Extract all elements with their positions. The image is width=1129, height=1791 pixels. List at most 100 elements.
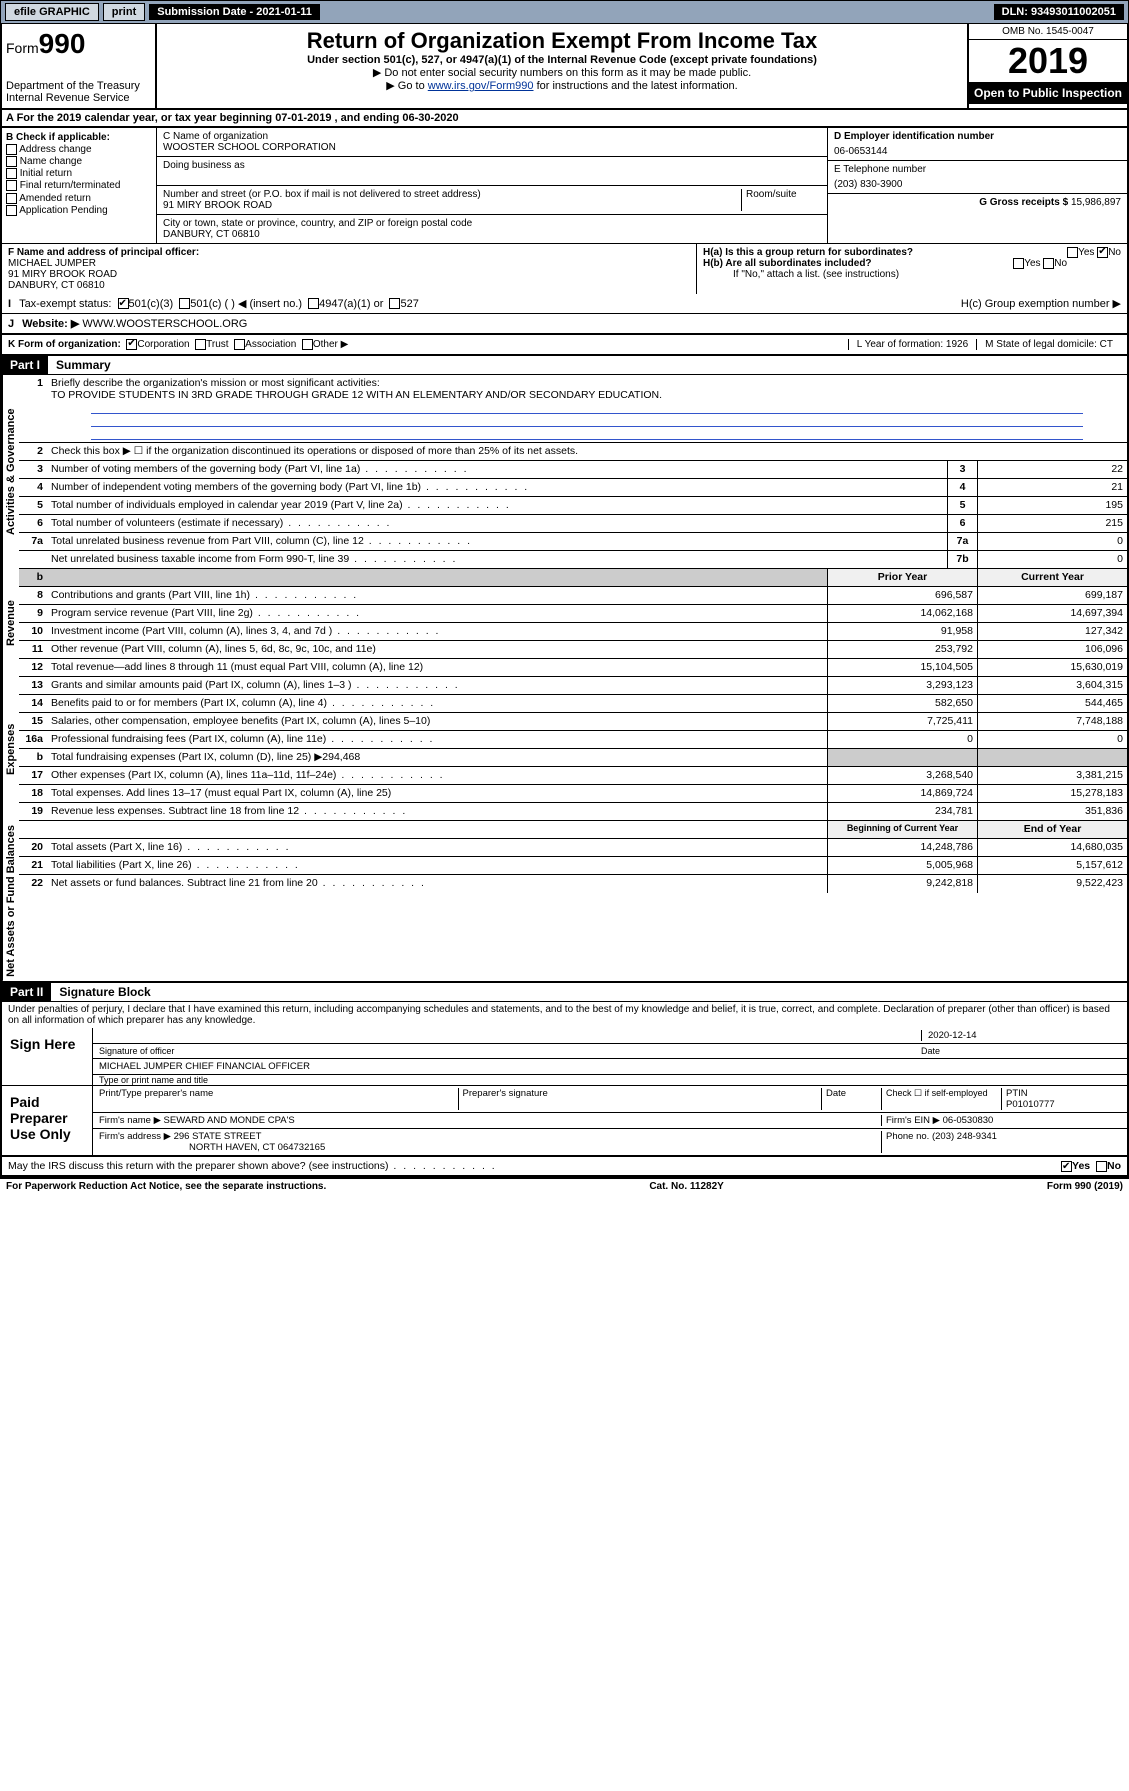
line19-desc: Revenue less expenses. Subtract line 18 … bbox=[47, 803, 827, 820]
tel-value: (203) 830-3900 bbox=[834, 179, 1121, 190]
line11-cy: 106,096 bbox=[977, 641, 1127, 658]
line5-desc: Total number of individuals employed in … bbox=[47, 497, 947, 514]
type-name-label: Type or print name and title bbox=[93, 1074, 1127, 1085]
line18-py: 14,869,724 bbox=[827, 785, 977, 802]
chk-application-pending[interactable] bbox=[6, 205, 17, 216]
gross-value: 15,986,897 bbox=[1071, 197, 1121, 208]
line10-py: 91,958 bbox=[827, 623, 977, 640]
col-c-org-info: C Name of organizationWOOSTER SCHOOL COR… bbox=[157, 128, 827, 243]
chk-final-return[interactable] bbox=[6, 180, 17, 191]
firm-addr-label: Firm's address ▶ bbox=[99, 1131, 171, 1142]
chk-initial-return[interactable] bbox=[6, 168, 17, 179]
gross-label: G Gross receipts $ bbox=[979, 197, 1068, 208]
line4-val: 21 bbox=[977, 479, 1127, 496]
line16b-py bbox=[827, 749, 977, 766]
line3-desc: Number of voting members of the governin… bbox=[47, 461, 947, 478]
q1-label: Briefly describe the organization's miss… bbox=[51, 377, 380, 389]
chk-trust[interactable] bbox=[195, 339, 206, 350]
chk-other[interactable] bbox=[302, 339, 313, 350]
line13-py: 3,293,123 bbox=[827, 677, 977, 694]
section-governance: Activities & Governance bbox=[2, 375, 19, 569]
hb-note: If "No," attach a list. (see instruction… bbox=[703, 269, 1121, 280]
chk-hb-yes[interactable] bbox=[1013, 258, 1024, 269]
chk-527[interactable] bbox=[389, 298, 400, 309]
line17-cy: 3,381,215 bbox=[977, 767, 1127, 784]
q1-value: TO PROVIDE STUDENTS IN 3RD GRADE THROUGH… bbox=[51, 389, 662, 401]
expenses-table: Expenses 13Grants and similar amounts pa… bbox=[0, 677, 1129, 821]
line20-cy: 14,680,035 bbox=[977, 839, 1127, 856]
row-k-form-org: K Form of organization: Corporation Trus… bbox=[0, 335, 1129, 356]
tel-label: E Telephone number bbox=[834, 164, 1121, 175]
date-label: Date bbox=[921, 1046, 1121, 1056]
chk-501c[interactable] bbox=[179, 298, 190, 309]
print-button[interactable]: print bbox=[103, 3, 145, 21]
line7a-val: 0 bbox=[977, 533, 1127, 550]
line15-py: 7,725,411 bbox=[827, 713, 977, 730]
chk-amended-return[interactable] bbox=[6, 193, 17, 204]
hdr-begin-year: Beginning of Current Year bbox=[827, 821, 977, 838]
hb-label: H(b) Are all subordinates included? bbox=[703, 258, 872, 269]
line18-cy: 15,278,183 bbox=[977, 785, 1127, 802]
line18-desc: Total expenses. Add lines 13–17 (must eq… bbox=[47, 785, 827, 802]
dept-label: Department of the Treasury Internal Reve… bbox=[6, 80, 151, 104]
line16a-py: 0 bbox=[827, 731, 977, 748]
line3-val: 22 bbox=[977, 461, 1127, 478]
chk-ha-no[interactable] bbox=[1097, 247, 1108, 258]
line10-desc: Investment income (Part VIII, column (A)… bbox=[47, 623, 827, 640]
chk-irs-no[interactable] bbox=[1096, 1161, 1107, 1172]
line12-desc: Total revenue—add lines 8 through 11 (mu… bbox=[47, 659, 827, 676]
chk-irs-yes[interactable] bbox=[1061, 1161, 1072, 1172]
instructions-link[interactable]: www.irs.gov/Form990 bbox=[428, 80, 534, 92]
line16b-desc: Total fundraising expenses (Part IX, col… bbox=[47, 749, 827, 766]
row-i-tax-status: ITax-exempt status: 501(c)(3) 501(c) ( )… bbox=[0, 294, 1129, 314]
line5-val: 195 bbox=[977, 497, 1127, 514]
firm-addr: 296 STATE STREET bbox=[174, 1131, 262, 1142]
irs-discuss-row: May the IRS discuss this return with the… bbox=[2, 1156, 1127, 1175]
city-label: City or town, state or province, country… bbox=[163, 218, 821, 229]
line8-cy: 699,187 bbox=[977, 587, 1127, 604]
chk-address-change[interactable] bbox=[6, 144, 17, 155]
line15-desc: Salaries, other compensation, employee b… bbox=[47, 713, 827, 730]
chk-association[interactable] bbox=[234, 339, 245, 350]
line10-cy: 127,342 bbox=[977, 623, 1127, 640]
line22-desc: Net assets or fund balances. Subtract li… bbox=[47, 875, 827, 893]
chk-501c3[interactable] bbox=[118, 298, 129, 309]
form-header: Form990 Department of the Treasury Inter… bbox=[0, 24, 1129, 110]
footer-mid: Cat. No. 11282Y bbox=[649, 1181, 723, 1192]
org-name-label: C Name of organization bbox=[163, 131, 821, 142]
line7b-val: 0 bbox=[977, 551, 1127, 568]
part2-hdr: Part II bbox=[2, 983, 51, 1001]
state-domicile: M State of legal domicile: CT bbox=[976, 339, 1121, 350]
part1-header-row: Part I Summary bbox=[0, 356, 1129, 375]
chk-corporation[interactable] bbox=[126, 339, 137, 350]
line11-py: 253,792 bbox=[827, 641, 977, 658]
ein-value: 06-0653144 bbox=[834, 146, 1121, 157]
line15-cy: 7,748,188 bbox=[977, 713, 1127, 730]
addr-label: Number and street (or P.O. box if mail i… bbox=[163, 189, 741, 200]
chk-hb-no[interactable] bbox=[1043, 258, 1054, 269]
subtitle-2: ▶ Do not enter social security numbers o… bbox=[161, 66, 963, 79]
officer-label: F Name and address of principal officer: bbox=[8, 247, 690, 258]
chk-ha-yes[interactable] bbox=[1067, 247, 1078, 258]
line8-desc: Contributions and grants (Part VIII, lin… bbox=[47, 587, 827, 604]
line21-cy: 5,157,612 bbox=[977, 857, 1127, 874]
line6-desc: Total number of volunteers (estimate if … bbox=[47, 515, 947, 532]
part1-title: Summary bbox=[48, 356, 119, 374]
submission-date: Submission Date - 2021-01-11 bbox=[149, 4, 320, 20]
section-bcd: B Check if applicable: Address change Na… bbox=[0, 128, 1129, 243]
chk-name-change[interactable] bbox=[6, 156, 17, 167]
section-revenue: Revenue bbox=[2, 569, 19, 677]
street-address: 91 MIRY BROOK ROAD bbox=[163, 200, 741, 211]
signature-block: Sign Here 2020-12-14 Signature of office… bbox=[0, 1028, 1129, 1177]
firm-ein: 06-0530830 bbox=[943, 1115, 994, 1126]
room-label: Room/suite bbox=[741, 189, 821, 211]
self-employed-check: Check ☐ if self-employed bbox=[881, 1088, 1001, 1110]
q2-label: Check this box ▶ ☐ if the organization d… bbox=[47, 443, 1127, 460]
website-label: Website: ▶ bbox=[22, 317, 79, 330]
form-number: 990 bbox=[39, 28, 86, 59]
irs-question: May the IRS discuss this return with the… bbox=[8, 1160, 497, 1172]
sig-date: 2020-12-14 bbox=[921, 1030, 1121, 1041]
efile-button[interactable]: efile GRAPHIC bbox=[5, 3, 99, 21]
chk-4947[interactable] bbox=[308, 298, 319, 309]
prep-date-label: Date bbox=[821, 1088, 881, 1110]
